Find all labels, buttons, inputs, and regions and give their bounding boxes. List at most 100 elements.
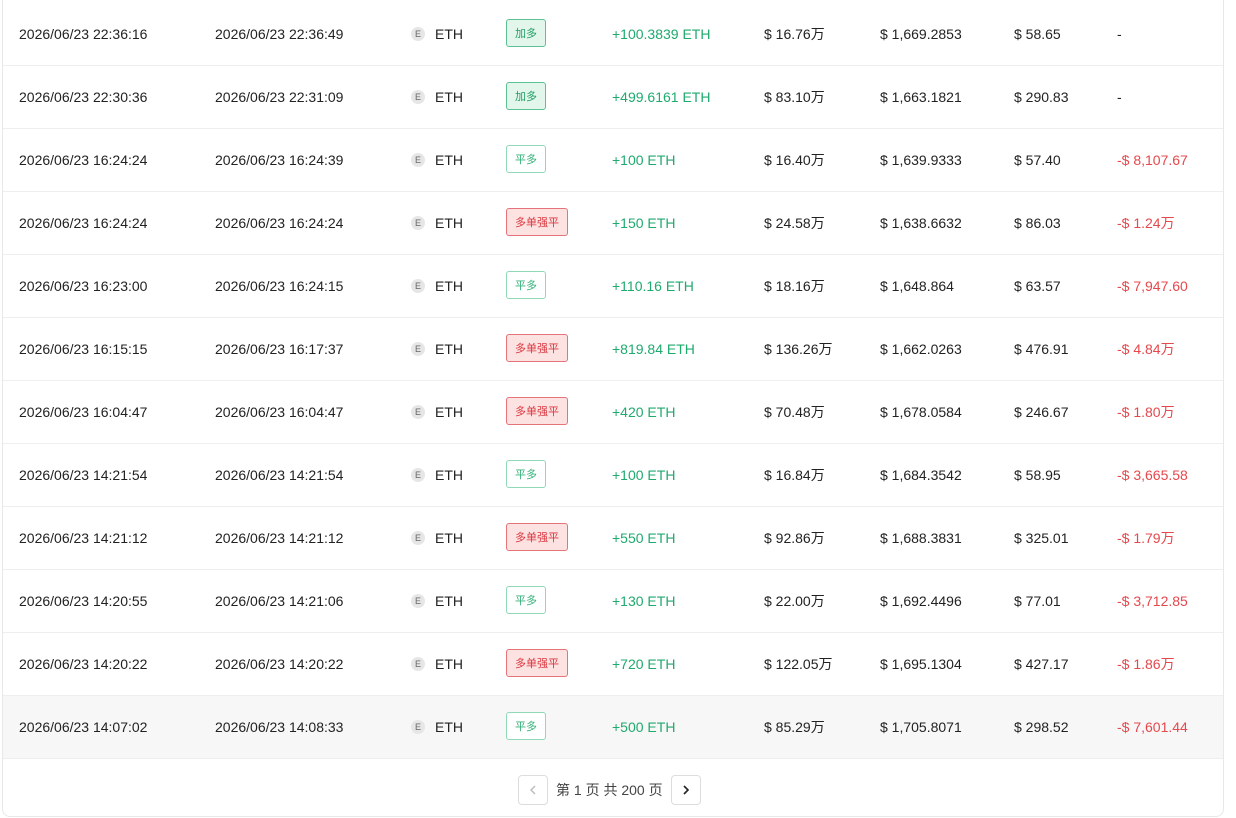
amount: +130 ETH (612, 593, 676, 609)
close-time: 2026/06/23 22:36:49 (215, 26, 344, 42)
fee: $ 290.83 (1014, 89, 1069, 105)
pnl: -$ 7,947.60 (1117, 278, 1188, 294)
open-time: 2026/06/23 14:07:02 (19, 719, 148, 735)
action-tag: 加多 (506, 19, 546, 47)
value: $ 16.76万 (764, 26, 825, 42)
pnl: -$ 1.79万 (1117, 530, 1175, 546)
coin: ETH (435, 656, 463, 672)
coin-icon: E (411, 468, 425, 482)
action-tag: 多单强平 (506, 334, 568, 362)
amount: +110.16 ETH (612, 278, 694, 294)
action-tag: 平多 (506, 145, 546, 173)
open-time: 2026/06/23 14:21:12 (19, 530, 148, 546)
price: $ 1,669.2853 (880, 26, 962, 42)
pnl: - (1117, 26, 1122, 42)
price: $ 1,648.864 (880, 278, 954, 294)
fee: $ 58.65 (1014, 26, 1061, 42)
fee: $ 57.40 (1014, 152, 1061, 168)
coin: ETH (435, 89, 463, 105)
price: $ 1,688.3831 (880, 530, 962, 546)
price: $ 1,695.1304 (880, 656, 962, 672)
table-row: 2026/06/23 16:24:24 2026/06/23 16:24:39 E E… (3, 129, 1223, 192)
action-tag: 平多 (506, 460, 546, 488)
pagination: 第 1 页 共 200 页 (518, 774, 701, 806)
pnl: -$ 3,665.58 (1117, 467, 1188, 483)
pnl: -$ 1.86万 (1117, 656, 1175, 672)
value: $ 24.58万 (764, 215, 825, 231)
table-row: 2026/06/23 16:24:24 2026/06/23 16:24:24 E E… (3, 192, 1223, 255)
close-time: 2026/06/23 22:31:09 (215, 89, 344, 105)
price: $ 1,662.0263 (880, 341, 962, 357)
table-row: 2026/06/23 14:21:12 2026/06/23 14:21:12 E E… (3, 507, 1223, 570)
coin-icon: E (411, 279, 425, 293)
coin-icon: E (411, 594, 425, 608)
pnl: -$ 1.24万 (1117, 215, 1175, 231)
amount: +819.84 ETH (612, 341, 695, 357)
value: $ 70.48万 (764, 404, 825, 420)
action-tag: 平多 (506, 586, 546, 614)
close-time: 2026/06/23 14:21:54 (215, 467, 344, 483)
action-tag: 多单强平 (506, 523, 568, 551)
pnl: -$ 1.80万 (1117, 404, 1175, 420)
coin: ETH (435, 26, 463, 42)
action-tag: 平多 (506, 271, 546, 299)
coin: ETH (435, 467, 463, 483)
amount: +420 ETH (612, 404, 676, 420)
fee: $ 476.91 (1014, 341, 1069, 357)
open-time: 2026/06/23 16:15:15 (19, 341, 148, 357)
value: $ 136.26万 (764, 341, 833, 357)
open-time: 2026/06/23 14:20:55 (19, 593, 148, 609)
coin: ETH (435, 215, 463, 231)
action-tag: 多单强平 (506, 208, 568, 236)
open-time: 2026/06/23 22:30:36 (19, 89, 148, 105)
coin: ETH (435, 719, 463, 735)
open-time: 2026/06/23 14:21:54 (19, 467, 148, 483)
action-tag: 加多 (506, 82, 546, 110)
table-row: 2026/06/23 22:36:16 2026/06/23 22:36:49 E E… (3, 3, 1223, 66)
close-time: 2026/06/23 14:08:33 (215, 719, 344, 735)
close-time: 2026/06/23 14:20:22 (215, 656, 344, 672)
value: $ 122.05万 (764, 656, 833, 672)
amount: +499.6161 ETH (612, 89, 711, 105)
action-tag: 多单强平 (506, 649, 568, 677)
next-page-button[interactable] (670, 775, 701, 805)
amount: +500 ETH (612, 719, 676, 735)
price: $ 1,638.6632 (880, 215, 962, 231)
table-row: 2026/06/23 16:04:47 2026/06/23 16:04:47 E E… (3, 381, 1223, 444)
next-icon (683, 785, 689, 795)
prev-page-button[interactable] (518, 775, 548, 805)
coin-icon: E (411, 153, 425, 167)
coin: ETH (435, 593, 463, 609)
value: $ 16.84万 (764, 467, 825, 483)
action-tag: 多单强平 (506, 397, 568, 425)
price: $ 1,684.3542 (880, 467, 962, 483)
close-time: 2026/06/23 16:24:15 (215, 278, 344, 294)
coin-icon: E (411, 657, 425, 671)
pnl: -$ 7,601.44 (1117, 719, 1188, 735)
open-time: 2026/06/23 16:24:24 (19, 215, 148, 231)
coin-icon: E (411, 531, 425, 545)
close-time: 2026/06/23 16:24:39 (215, 152, 344, 168)
value: $ 18.16万 (764, 278, 825, 294)
close-time: 2026/06/23 16:04:47 (215, 404, 344, 420)
coin: ETH (435, 278, 463, 294)
open-time: 2026/06/23 14:20:22 (19, 656, 148, 672)
coin-icon: E (411, 216, 425, 230)
action-tag: 平多 (506, 712, 546, 740)
coin: ETH (435, 530, 463, 546)
open-time: 2026/06/23 16:24:24 (19, 152, 148, 168)
fee: $ 58.95 (1014, 467, 1061, 483)
coin-icon: E (411, 720, 425, 734)
coin-icon: E (411, 27, 425, 41)
open-time: 2026/06/23 22:36:16 (19, 26, 148, 42)
amount: +100 ETH (612, 152, 676, 168)
amount: +100 ETH (612, 467, 676, 483)
coin: ETH (435, 404, 463, 420)
price: $ 1,663.1821 (880, 89, 962, 105)
close-time: 2026/06/23 16:24:24 (215, 215, 344, 231)
fee: $ 246.67 (1014, 404, 1069, 420)
value: $ 16.40万 (764, 152, 825, 168)
table-row: 2026/06/23 14:20:55 2026/06/23 14:21:06 E E… (3, 570, 1223, 633)
fee: $ 427.17 (1014, 656, 1069, 672)
pnl: - (1117, 89, 1122, 105)
